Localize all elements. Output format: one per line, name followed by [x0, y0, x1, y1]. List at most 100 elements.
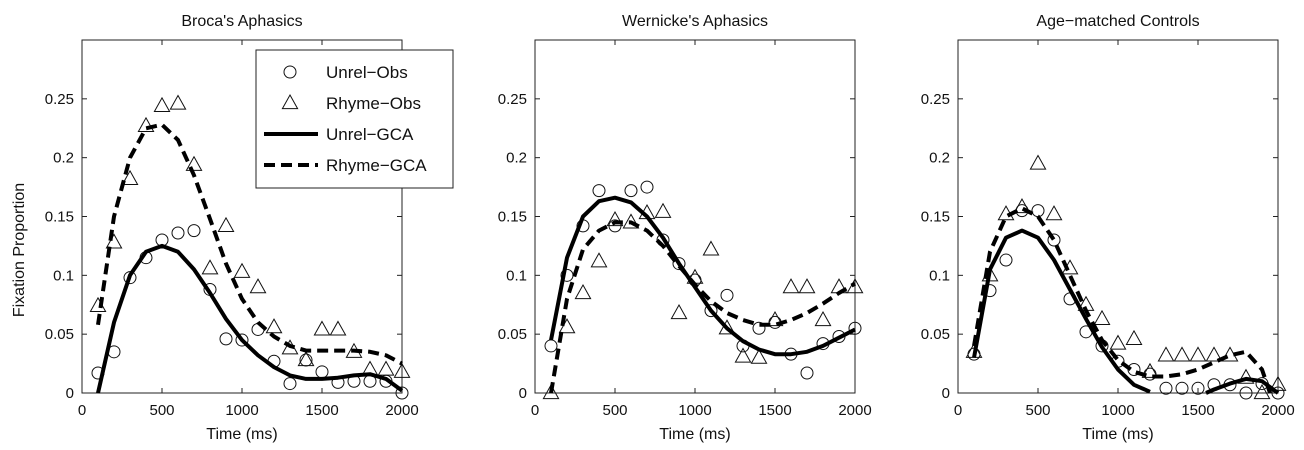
x-axis-label: Time (ms): [659, 426, 730, 443]
unrel-obs-point: [592, 184, 606, 198]
x-tick-label: 0: [78, 402, 86, 419]
rhyme-obs-point: [782, 278, 800, 294]
unrel-obs-point: [704, 304, 718, 318]
unrel-gca-line: [972, 228, 1151, 394]
rhyme-obs-point: [718, 319, 736, 335]
unrel-obs-point: [999, 253, 1013, 267]
rhyme-gca-line: [549, 220, 857, 394]
figure-y-axis-label: Fixation Proportion: [11, 183, 28, 317]
rhyme-obs-point: [265, 318, 283, 334]
unrel-obs-point: [235, 333, 249, 347]
plot-frame: [957, 39, 1279, 394]
x-tick-label: 2000: [1261, 402, 1294, 419]
y-tick-label: 0.1: [53, 267, 74, 284]
legend-item-rhyme-obs: Rhyme−Obs: [281, 93, 421, 113]
rhyme-obs-point: [1093, 309, 1111, 325]
unrel-gca-line: [1205, 376, 1280, 395]
panels-group: Broca's Aphasics 0 500 1000 1500 2000 0 0.05 0.1…: [45, 13, 1295, 443]
legend-circle-marker: [283, 65, 297, 79]
rhyme-obs-point: [1013, 198, 1031, 214]
x-tick-label: 1000: [678, 402, 711, 419]
y-tick-label: 0.05: [45, 326, 74, 343]
y-tick-label: 0.2: [53, 150, 74, 167]
x-tick-label: 0: [531, 402, 539, 419]
x-tick-label: 1500: [1181, 402, 1214, 419]
unrel-obs-point: [315, 365, 329, 379]
rhyme-obs-point: [105, 233, 123, 249]
x-tick-label: 500: [149, 402, 174, 419]
unrel-gca-line: [96, 243, 404, 394]
y-tick-label: 0.05: [498, 326, 527, 343]
legend-item-unrel-gca: Unrel−GCA: [264, 125, 414, 144]
rhyme-obs-point: [606, 211, 624, 227]
rhyme-obs-point: [137, 116, 155, 132]
unrel-obs-point: [1159, 381, 1173, 395]
y-tick-label: 0.25: [921, 91, 950, 108]
rhyme-obs-point: [1125, 329, 1143, 345]
panel-title: Wernicke's Aphasics: [622, 13, 768, 30]
legend-label: Unrel−Obs: [326, 63, 408, 82]
unrel-obs-point: [187, 224, 201, 238]
rhyme-obs-point: [169, 94, 187, 110]
legend-label: Unrel−GCA: [326, 125, 414, 144]
rhyme-obs-point: [702, 240, 720, 256]
y-tick-label: 0: [519, 385, 527, 402]
x-tick-label: 1500: [305, 402, 338, 419]
rhyme-obs-point: [1269, 375, 1287, 391]
rhyme-obs-point: [798, 278, 816, 294]
y-tick-label: 0.25: [45, 91, 74, 108]
x-tick-label: 1000: [225, 402, 258, 419]
rhyme-obs-point: [297, 351, 315, 367]
unrel-gca-line: [549, 195, 856, 357]
rhyme-obs-point: [1029, 154, 1047, 170]
legend-label: Rhyme−Obs: [326, 94, 421, 113]
rhyme-obs-point: [217, 216, 235, 233]
y-tick-label: 0.05: [921, 326, 950, 343]
x-tick-label: 1000: [1101, 402, 1134, 419]
rhyme-obs-point: [734, 347, 752, 363]
panel-2: Wernicke's Aphasics 0 500 1000 1500 2000 0 0.05…: [498, 13, 872, 443]
rhyme-obs-point: [1237, 368, 1255, 384]
rhyme-obs-point: [846, 278, 864, 294]
rhyme-obs-point: [1253, 383, 1271, 400]
rhyme-obs-point: [654, 202, 672, 218]
x-axis-label: Time (ms): [206, 426, 277, 443]
rhyme-obs-point: [814, 311, 832, 327]
legend-item-rhyme-gca: Rhyme−GCA: [264, 156, 427, 175]
rhyme-obs-point: [1109, 334, 1127, 350]
unrel-obs-point: [395, 386, 409, 400]
y-tick-label: 0.2: [506, 150, 527, 167]
rhyme-obs-point: [1157, 346, 1175, 362]
rhyme-gca-line: [972, 206, 1272, 394]
unrel-obs-point: [752, 321, 766, 335]
rhyme-obs-point: [750, 348, 768, 364]
rhyme-obs-point: [542, 383, 560, 400]
legend-triangle-marker: [281, 93, 299, 110]
rhyme-obs-point: [574, 283, 592, 300]
unrel-obs-point: [848, 321, 862, 335]
rhyme-obs-point: [1173, 346, 1191, 362]
unrel-obs-point: [640, 180, 654, 194]
x-tick-label: 2000: [838, 402, 871, 419]
unrel-obs-point: [720, 288, 734, 302]
y-tick-label: 0: [66, 385, 74, 402]
unrel-obs-point: [219, 332, 233, 346]
legend-item-unrel-obs: Unrel−Obs: [283, 63, 408, 82]
rhyme-obs-point: [1189, 346, 1207, 362]
rhyme-obs-point: [153, 96, 171, 112]
rhyme-obs-point: [1205, 346, 1223, 362]
y-tick-label: 0.1: [929, 267, 950, 284]
rhyme-obs-point: [670, 303, 688, 320]
rhyme-gca-line: [96, 122, 403, 366]
panel-1: Broca's Aphasics 0 500 1000 1500 2000 0 0.05 0.1…: [45, 13, 419, 443]
unrel-obs-point: [672, 257, 686, 271]
rhyme-obs-point: [313, 320, 331, 336]
legend-label: Rhyme−GCA: [326, 156, 427, 175]
rhyme-obs-point: [622, 213, 640, 229]
rhyme-obs-point: [377, 360, 395, 376]
rhyme-obs-point: [121, 169, 139, 185]
y-tick-label: 0: [942, 385, 950, 402]
unrel-obs-point: [123, 271, 137, 285]
y-tick-label: 0.15: [498, 209, 527, 226]
